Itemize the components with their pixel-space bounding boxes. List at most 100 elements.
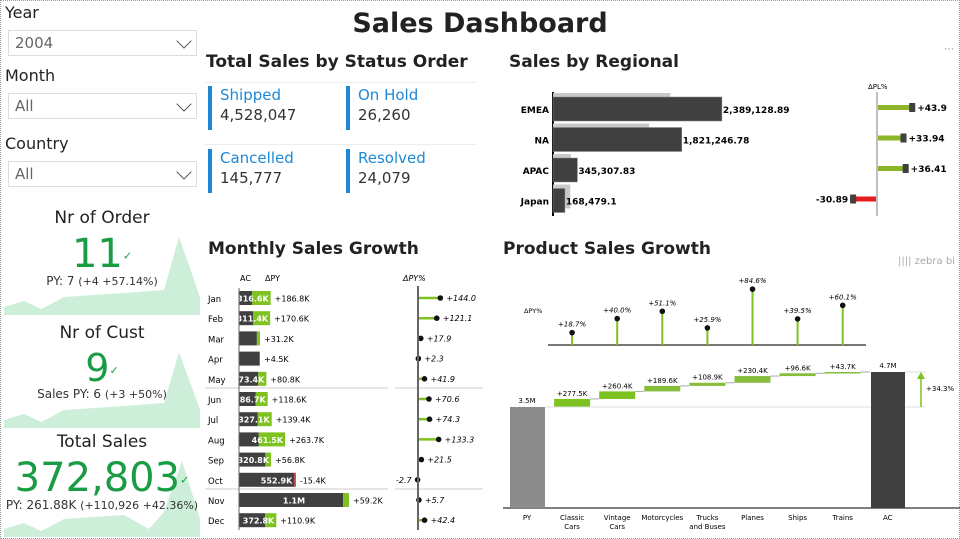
- category-label: PY: [523, 514, 532, 522]
- month-label: Feb: [208, 315, 223, 325]
- delta-bar: [255, 392, 268, 406]
- delta-label: +4.5K: [264, 355, 289, 364]
- delta-label: +139.4K: [276, 416, 312, 425]
- month-label: Jun: [207, 396, 221, 406]
- month-label: Apr: [208, 356, 223, 366]
- year-dropdown[interactable]: 2004: [8, 30, 197, 56]
- pct-dot: [426, 396, 432, 402]
- delta-label: +263.7K: [289, 436, 325, 445]
- pct-label: +42.4: [431, 516, 456, 525]
- category-label: EMEA: [521, 106, 549, 116]
- ac-label: 4.7M: [879, 362, 896, 370]
- product-title: Product Sales Growth: [503, 239, 711, 259]
- ac-bar: [239, 331, 257, 346]
- kpi-nr-of-order: Nr of Order 11✓ PY: 7 (+4 +57.14%): [4, 208, 200, 315]
- month-label: Sep: [208, 457, 224, 467]
- pct-label: +5.7: [425, 496, 445, 505]
- pct-dot: [569, 329, 575, 336]
- delta-bar: [258, 371, 267, 386]
- country-value: All: [15, 165, 34, 183]
- arrow-up-icon: [917, 372, 925, 379]
- delta-marker: [850, 194, 857, 204]
- year-value: 2004: [15, 34, 54, 52]
- ac-bar: [239, 432, 259, 447]
- delta-label: +170.6K: [274, 315, 310, 324]
- month-label: May: [208, 376, 226, 386]
- month-dropdown[interactable]: All: [8, 93, 197, 119]
- delta-label: +110.9K: [280, 517, 316, 526]
- delta-label: +36.41: [911, 165, 947, 175]
- more-options-icon[interactable]: ⋯: [944, 44, 954, 55]
- kpi-value: 9: [85, 346, 110, 390]
- pct-label: +60.1%: [829, 293, 857, 301]
- pct-label: +39.5%: [784, 307, 812, 315]
- delta-bar: [877, 105, 916, 110]
- pct-dot: [794, 316, 801, 322]
- pct-label: +121.1: [443, 314, 473, 323]
- ac-label: 1.1M: [283, 497, 305, 506]
- ac-bar: [239, 513, 266, 528]
- month-value: All: [15, 97, 34, 115]
- delta-marker: [900, 133, 907, 143]
- delta-bar: [734, 376, 771, 383]
- delta-bar: [877, 135, 907, 141]
- country-label: Country: [5, 134, 69, 153]
- country-dropdown[interactable]: All: [8, 161, 197, 187]
- delta-label: +230.4K: [737, 367, 768, 375]
- card-value: 145,777: [220, 169, 283, 187]
- pct-label: +41.9: [430, 375, 455, 384]
- sparkline-area: [4, 461, 200, 537]
- pct-dot: [435, 436, 442, 443]
- delta-label: +96.6K: [785, 364, 811, 372]
- category-label: AC: [883, 514, 893, 522]
- pct-dot: [418, 456, 425, 463]
- page-title: Sales Dashboard: [352, 8, 608, 39]
- check-icon: ✓: [122, 249, 133, 263]
- kpi-value: 11: [71, 231, 123, 277]
- delta-bar: [554, 398, 591, 407]
- month-label: Month: [5, 66, 56, 85]
- pct-label: +2.3: [424, 355, 443, 364]
- ac-bar: [552, 127, 683, 152]
- delta-bar: [265, 452, 272, 467]
- ac-label: 316.6K: [237, 295, 269, 304]
- delta-bar: [689, 382, 726, 386]
- pct-dot: [659, 308, 666, 315]
- status-card-resolved: Resolved 24,079: [346, 149, 426, 193]
- delta-label: +277.5K: [557, 390, 588, 398]
- ac-bar: [239, 371, 259, 386]
- status-card-cancelled: Cancelled 145,777: [208, 149, 294, 193]
- delta-label: +59.2K: [353, 497, 384, 506]
- delta-label: +189.6K: [647, 377, 678, 385]
- pct-dot: [421, 517, 428, 523]
- delta-label: +43.7K: [830, 363, 856, 371]
- brand-logo: |||| zebra bi: [898, 256, 955, 267]
- dpyp-header: ΔPY%: [402, 274, 426, 283]
- card-label: On Hold: [358, 86, 419, 104]
- sparkline-area: [4, 237, 200, 315]
- status-card-shipped: Shipped 4,528,047: [208, 86, 296, 130]
- delta-marker: [909, 103, 916, 112]
- month-label: Mar: [208, 335, 225, 345]
- ac-bar: [239, 392, 256, 406]
- ac-bar: [552, 96, 723, 122]
- delta-bar: [343, 493, 349, 507]
- category-label: NA: [535, 137, 550, 147]
- pct-label: +70.6: [435, 395, 460, 404]
- delta-label: +56.8K: [275, 456, 306, 465]
- ac-label: 461.5K: [252, 436, 284, 445]
- kpi-title: Total Sales: [56, 432, 148, 452]
- pct-label: +25.9%: [693, 316, 721, 324]
- pct-label: +74.3: [436, 415, 461, 424]
- category-label: Planes: [741, 514, 764, 522]
- ac-header: AC: [240, 274, 251, 283]
- pct-dot: [417, 335, 424, 342]
- delta-label: +186.8K: [275, 295, 311, 304]
- delta-bar: [265, 513, 277, 528]
- py-label: 3.5M: [518, 397, 535, 405]
- kpi-py: PY: 261.88K: [5, 498, 77, 512]
- check-icon: ✓: [180, 473, 190, 487]
- ac-bar: [552, 188, 566, 213]
- kpi-total-sales: Total Sales 372,803✓ PY: 261.88K (+110,9…: [4, 432, 200, 537]
- month-label: Jan: [207, 295, 221, 305]
